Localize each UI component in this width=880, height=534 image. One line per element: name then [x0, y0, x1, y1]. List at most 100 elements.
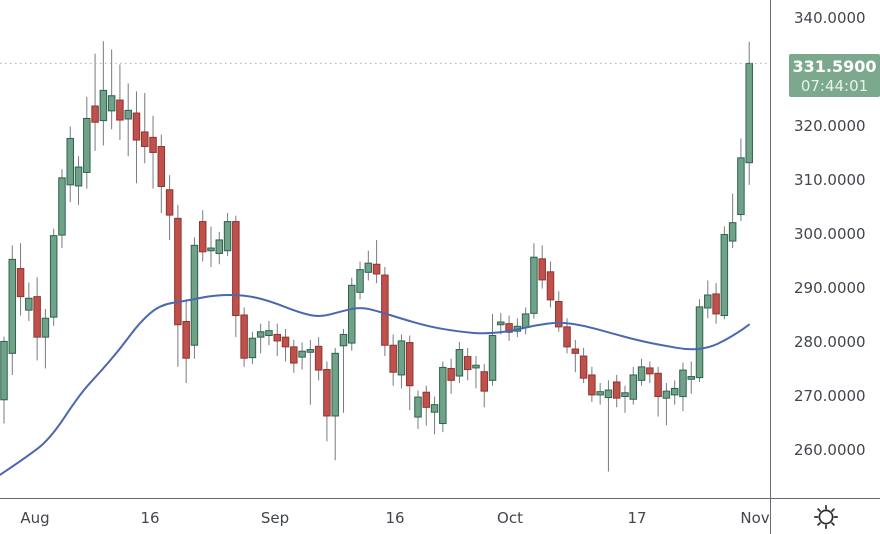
- candle-body-down: [323, 369, 331, 417]
- candle-body-down: [405, 342, 414, 387]
- price-axis-label: 310.0000: [794, 171, 866, 189]
- candle-body-up: [41, 317, 50, 338]
- candle-body-up: [679, 369, 687, 398]
- candle-body-down: [132, 112, 141, 141]
- candle-body-down: [232, 221, 240, 317]
- time-axis-label: Aug: [20, 509, 50, 527]
- countdown-timer: 07:44:01: [800, 76, 869, 95]
- candle-body-down: [712, 293, 720, 315]
- candle-body-down: [463, 356, 472, 371]
- candle-body-down: [149, 136, 157, 153]
- candle-body-up: [339, 333, 348, 347]
- time-axis-label: 16: [385, 509, 405, 527]
- candle-body-up: [215, 239, 224, 254]
- candle-body-down: [182, 320, 190, 359]
- candle-body-up: [0, 340, 8, 401]
- candle-body-down: [571, 348, 580, 354]
- candle-body-up: [8, 258, 17, 354]
- candle-body-down: [555, 301, 563, 328]
- candle-body-up: [629, 374, 638, 400]
- candle-body-up: [662, 390, 671, 399]
- candle-body-up: [83, 117, 91, 173]
- candle-body-down: [174, 217, 182, 326]
- candle-body-up: [745, 62, 753, 164]
- price-axis-label: 320.0000: [794, 117, 866, 135]
- settings-gear-icon: [813, 504, 838, 529]
- candle-body-up: [728, 222, 737, 242]
- moving-average-line: [0, 294, 750, 476]
- candle-body-down: [447, 367, 455, 381]
- price-axis[interactable]: 340.0000 320.0000 310.0000 300.0000 290.0000…: [771, 0, 880, 498]
- candle-body-down: [290, 346, 298, 364]
- candle-body-up: [604, 389, 613, 399]
- candle-body-up: [190, 244, 199, 346]
- price-axis-label: 280.0000: [794, 333, 866, 351]
- candle-body-up: [306, 349, 315, 353]
- candle-body-up: [99, 89, 108, 122]
- last-price-badge: 331.5900 07:44:01: [789, 54, 880, 97]
- candle-body-up: [621, 392, 629, 398]
- time-axis-label: 17: [627, 509, 647, 527]
- candle-body-down: [372, 263, 381, 275]
- price-axis-label: 260.0000: [794, 441, 866, 459]
- price-axis-settings-button[interactable]: [771, 499, 880, 534]
- candle-body-up: [223, 221, 232, 252]
- time-axis-separator-line: [0, 498, 880, 499]
- candle-body-up: [124, 109, 132, 120]
- candle-body-up: [497, 321, 505, 326]
- time-axis-label: 16: [140, 509, 160, 527]
- candle-body-up: [298, 350, 306, 358]
- candle-body-up: [472, 364, 480, 369]
- candle-body-up: [25, 297, 33, 311]
- candle-body-down: [141, 131, 149, 148]
- price-axis-separator-line: [770, 0, 771, 534]
- candle-body-up: [455, 349, 464, 377]
- candle-body-down: [579, 355, 588, 379]
- price-axis-label: 270.0000: [794, 387, 866, 405]
- candle-body-down: [281, 336, 290, 348]
- candle-body-down: [198, 221, 207, 253]
- candle-body-down: [612, 381, 621, 399]
- candle-body-up: [521, 313, 530, 328]
- price-axis-label: 300.0000: [794, 225, 866, 243]
- candle-body-up: [364, 262, 373, 273]
- time-axis-label: Oct: [497, 509, 523, 527]
- candle-body-down: [381, 274, 389, 346]
- candle-body-down: [273, 333, 281, 342]
- last-price-value: 331.5900: [792, 56, 877, 76]
- candle-body-down: [654, 372, 662, 398]
- candle-body-down: [422, 391, 431, 408]
- candle-body-down: [16, 268, 25, 298]
- time-axis[interactable]: Aug 16 Sep 16 Oct 17 Nov: [0, 499, 770, 534]
- candle-body-up: [596, 391, 604, 396]
- candle-body-up: [256, 331, 265, 338]
- candle-body-down: [646, 367, 654, 375]
- candle-body-down: [588, 374, 596, 396]
- candle-body-down: [546, 271, 555, 301]
- candle-body-down: [165, 189, 174, 216]
- candle-body-up: [414, 396, 422, 418]
- candle-body-down: [116, 99, 124, 121]
- candle-body-up: [58, 177, 66, 236]
- candle-body-up: [439, 366, 447, 425]
- candle-body-up: [331, 352, 339, 417]
- time-axis-label: Nov: [740, 509, 770, 527]
- candle-body-up: [397, 340, 406, 376]
- candle-body-down: [314, 345, 323, 371]
- candle-body-up: [695, 306, 704, 379]
- candle-body-up: [720, 234, 729, 317]
- candle-body-down: [563, 326, 571, 348]
- time-axis-label: Sep: [260, 509, 290, 527]
- candle-body-up: [49, 235, 58, 318]
- candle-body-up: [687, 376, 695, 380]
- candle-body-up: [737, 157, 745, 216]
- candle-body-up: [488, 335, 497, 381]
- candlestick-chart-pane[interactable]: [0, 0, 770, 498]
- candle-body-up: [74, 166, 83, 187]
- candle-body-down: [157, 146, 166, 187]
- candle-body-up: [670, 387, 679, 396]
- candle-body-down: [91, 105, 99, 123]
- candle-body-up: [248, 337, 257, 359]
- candle-body-up: [704, 294, 712, 309]
